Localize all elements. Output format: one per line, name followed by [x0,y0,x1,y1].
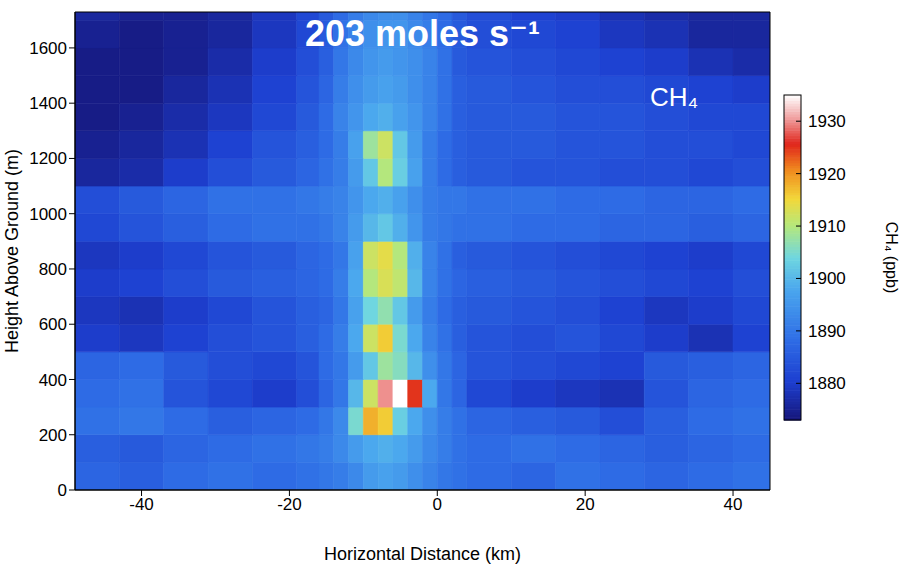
svg-text:Horizontal Distance (km): Horizontal Distance (km) [324,544,521,564]
svg-text:1910: 1910 [808,217,846,236]
svg-text:1600: 1600 [29,39,67,58]
svg-text:1900: 1900 [808,269,846,288]
svg-text:1400: 1400 [29,94,67,113]
svg-text:200: 200 [39,426,67,445]
svg-text:1200: 1200 [29,149,67,168]
svg-text:20: 20 [576,495,595,514]
svg-text:CH₄ (ppb): CH₄ (ppb) [883,222,900,293]
svg-text:Height Above Ground (m): Height Above Ground (m) [2,149,22,353]
html-text:CH₄: CH₄ [650,82,699,112]
svg-text:600: 600 [39,315,67,334]
svg-text:-40: -40 [129,495,154,514]
svg-text:1920: 1920 [808,165,846,184]
svg-text:40: 40 [724,495,743,514]
svg-text:400: 400 [39,371,67,390]
svg-text:1890: 1890 [808,322,846,341]
svg-text:0: 0 [433,495,442,514]
svg-text:1930: 1930 [808,112,846,131]
svg-text:1880: 1880 [808,374,846,393]
svg-text:-20: -20 [277,495,302,514]
html-text:203 moles s⁻¹: 203 moles s⁻¹ [304,13,541,54]
svg-text:0: 0 [58,481,67,500]
svg-text:1000: 1000 [29,205,67,224]
svg-text:800: 800 [39,260,67,279]
